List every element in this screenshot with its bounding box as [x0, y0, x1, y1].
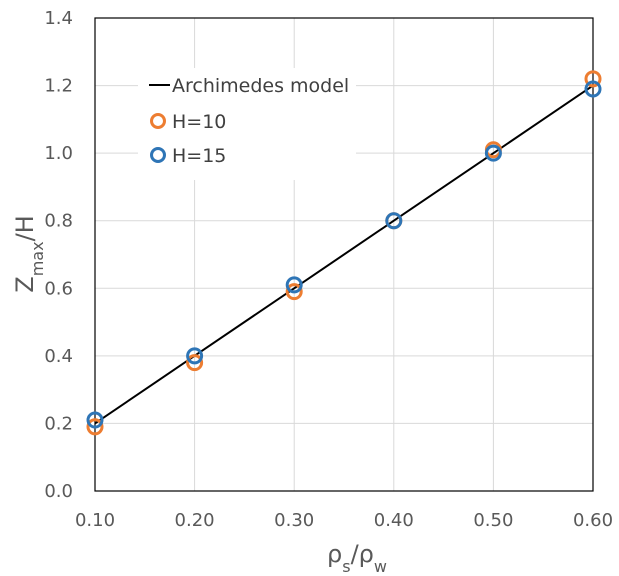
plot-frame — [94, 17, 594, 492]
y-tick-label: 0.6 — [44, 278, 73, 299]
data-point-h15 — [385, 212, 403, 230]
y-tick-label: 1.4 — [44, 8, 73, 29]
series-line-archimedes-model — [94, 84, 594, 425]
y-tick-label: 1.0 — [44, 143, 73, 164]
y-axis-title-rest: /H — [11, 215, 39, 241]
legend-marker-h15 — [150, 147, 166, 163]
x-tick-labels: 0.10 0.20 0.30 0.40 0.50 0.60 — [75, 510, 613, 531]
y-axis-title-sub: max — [28, 241, 47, 276]
legend-label-h15: H=15 — [172, 145, 226, 167]
x-axis-title-sub2: w — [374, 557, 387, 576]
x-tick-label: 0.60 — [573, 510, 613, 531]
data-point-h15 — [186, 347, 204, 365]
data-point-h10 — [584, 70, 602, 88]
legend-label-archimedes-model: Archimedes model — [172, 75, 349, 97]
data-point-h15 — [584, 80, 602, 98]
y-tick-label: 0.8 — [44, 211, 73, 232]
x-axis-title-mid: /ρ — [351, 540, 374, 568]
x-tick-label: 0.40 — [374, 510, 414, 531]
data-point-h10 — [285, 283, 303, 301]
series-layer — [86, 70, 602, 436]
x-axis-title-base: ρ — [327, 540, 342, 568]
data-point-h15 — [86, 411, 104, 429]
y-tick-labels: 0.0 0.2 0.4 0.6 0.8 1.0 1.2 1.4 — [44, 8, 73, 502]
data-point-h10 — [186, 354, 204, 372]
legend-label-h10: H=10 — [172, 111, 226, 133]
data-point-h10 — [86, 418, 104, 436]
legend-box — [138, 68, 356, 180]
y-axis-title-base: Z — [11, 276, 39, 292]
y-tick-label: 1.2 — [44, 76, 73, 97]
y-tick-label: 0.2 — [44, 413, 73, 434]
x-axis-title: ρs/ρw — [327, 540, 387, 576]
y-axis-title: Zmax/H — [11, 215, 47, 292]
x-tick-label: 0.20 — [175, 510, 215, 531]
y-tick-label: 0.4 — [44, 346, 73, 367]
data-point-h15 — [484, 144, 502, 162]
x-tick-label: 0.10 — [75, 510, 115, 531]
x-tick-label: 0.50 — [473, 510, 513, 531]
legend-marker-h10 — [150, 113, 166, 129]
legend: Archimedes model H=10 H=15 — [138, 68, 356, 180]
data-point-h15 — [285, 276, 303, 294]
x-axis-title-sub1: s — [342, 557, 350, 576]
x-tick-label: 0.30 — [274, 510, 314, 531]
y-tick-label: 0.0 — [44, 481, 73, 502]
